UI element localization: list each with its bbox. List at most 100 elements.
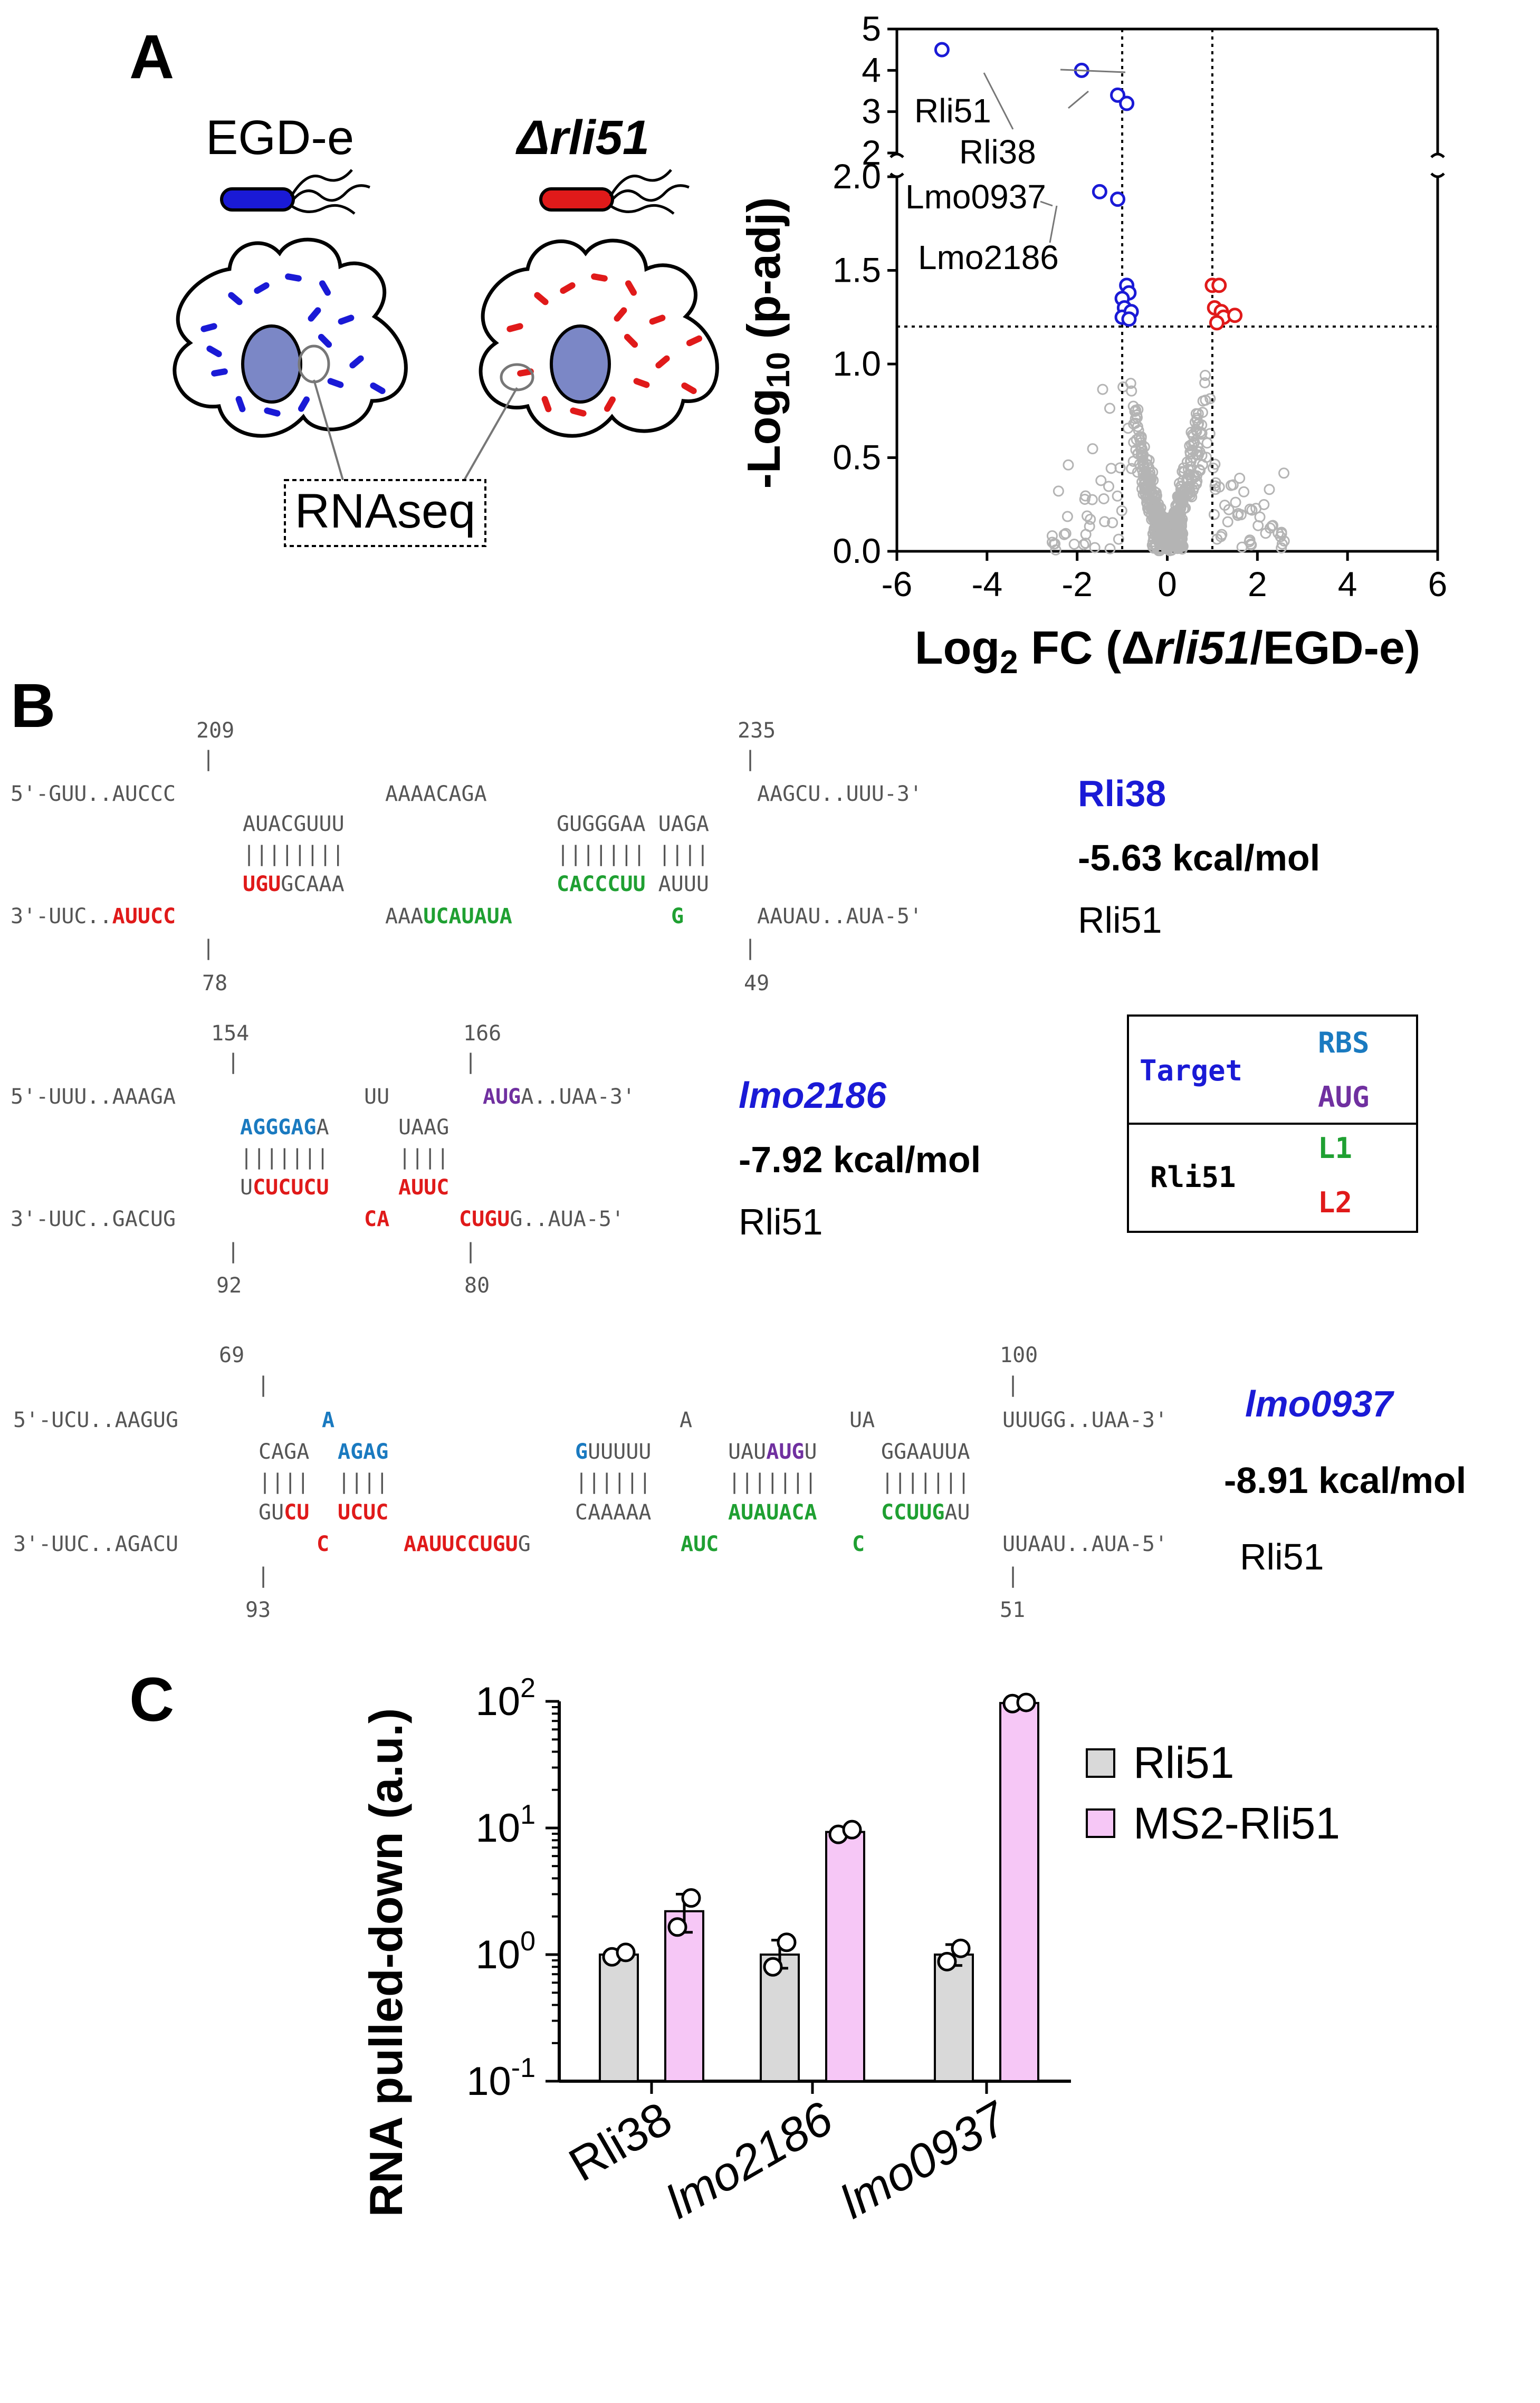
axis-break-bottom-1 [1430, 173, 1445, 178]
point-nonsig [1080, 538, 1092, 549]
d2-top-right: AUGA..UAA-3' [483, 1085, 635, 1109]
point-nonsig [1112, 490, 1123, 502]
point-nonsig [1173, 493, 1184, 504]
point-nonsig [1135, 431, 1147, 443]
bar-rli51-1 [760, 1954, 800, 2082]
d1-bot-mid: AAAUCAUAUA [385, 904, 512, 928]
point-nonsig [1095, 475, 1107, 486]
d3-mid1-rbs2: G [575, 1440, 588, 1464]
legend-aug: AUG [1318, 1080, 1370, 1114]
d1-bot-c: AAUAU..AUA-5' [757, 904, 922, 928]
legend-rbs: RBS [1318, 1026, 1370, 1059]
replicate-point [777, 1932, 797, 1952]
d3-mid1-b: UUUUU [588, 1440, 651, 1464]
bar-y-title: RNA pulled-down (a.u.) [360, 1708, 412, 2217]
panel-label-b: B [11, 671, 55, 741]
point-nonsig [1128, 436, 1140, 448]
point-nonsig [1182, 474, 1194, 485]
d2-bot-l2a: CA [364, 1207, 389, 1231]
d2-top-a: 5'-UUU..AAAGA [11, 1085, 176, 1109]
replicate-point [681, 1888, 701, 1908]
annot-rli38: Rli38 [959, 133, 1036, 171]
point-nonsig [1104, 403, 1115, 414]
d1-bot-left: 3'-UUC..AUUCC [11, 904, 176, 928]
d1-bot-b: AAA [385, 904, 423, 928]
point-nonsig [1063, 459, 1074, 471]
tick-exponent: -1 [511, 2053, 535, 2083]
volcano-x-tick-label: 4 [1338, 564, 1357, 604]
d3-mid2-right: CCUUGAU [881, 1500, 970, 1525]
d2-energy: -7.92 kcal/mol [739, 1139, 981, 1180]
point-nonsig [1151, 502, 1163, 514]
legend-label-rli51: Rli51 [1133, 1738, 1234, 1787]
d3-bars-c: |||||| [575, 1470, 652, 1494]
point-nonsig [1107, 517, 1118, 529]
legend-swatch-ms2 [1086, 1808, 1115, 1838]
d3-bot-l2a: C [317, 1532, 329, 1556]
point-nonsig [1208, 509, 1220, 520]
point-down [1092, 184, 1107, 199]
d3-tick-bl: | [257, 1564, 270, 1588]
legend-target: Target [1140, 1054, 1242, 1087]
d2-bot-c: G..AUA-5' [510, 1207, 624, 1231]
d3-mid2-left: GUCU [259, 1500, 309, 1525]
d3-top-d: UUUGG..UAA-3' [1002, 1408, 1168, 1432]
point-nonsig [1116, 505, 1127, 516]
annot-rli51: Rli51 [914, 92, 991, 130]
d3-bot-c: UUAAU..AUA-5' [1002, 1532, 1168, 1556]
d3-mid1-d: U [805, 1440, 817, 1464]
point-nonsig [1196, 449, 1208, 461]
d1-mid2-r: CACCCUU AUUU [557, 872, 709, 896]
strain-delta: Δ [515, 111, 550, 165]
point-nonsig [1127, 455, 1139, 467]
point-nonsig [1104, 543, 1116, 554]
bacterium-wt-icon [220, 169, 370, 215]
volcano-y-title-sub: 10 [760, 352, 797, 388]
d2-mid1-a: A [317, 1115, 329, 1140]
point-nonsig [1141, 453, 1153, 465]
bar-ms2-0 [664, 1910, 704, 2083]
point-nonsig [1178, 462, 1189, 474]
point-nonsig [1148, 513, 1160, 525]
legend-l1: L1 [1318, 1132, 1352, 1165]
tick-base: 10 [476, 1679, 521, 1724]
point-nonsig [1177, 528, 1189, 540]
d3-num-bot-right: 51 [1000, 1598, 1025, 1622]
d1-mid1-a: AUACGUUU [243, 812, 345, 836]
point-nonsig [1061, 511, 1073, 522]
volcano-y-title-main: -Log [738, 388, 790, 489]
point-nonsig [1149, 490, 1160, 501]
point-nonsig [1204, 393, 1216, 405]
d1-mid2-l2: UGU [243, 872, 281, 896]
volcano-y-title-tail: (p-adj) [738, 197, 790, 352]
d2-bot-a: 3'-UUC..GACUG [11, 1207, 176, 1231]
point-nonsig [1174, 540, 1185, 552]
point-nonsig [1185, 461, 1197, 473]
point-down [1121, 311, 1137, 327]
point-nonsig [1126, 385, 1137, 397]
duplex-lmo2186: 154 | 166 | 5'-UUU..AAAGA UU AUGA..UAA-3… [11, 1021, 635, 1298]
d3-mid2-l1a: AUAUACA [728, 1500, 817, 1525]
point-nonsig [1166, 541, 1178, 552]
volcano-annotations: Rli51 Rli38 Lmo0937 Lmo2186 [905, 69, 1126, 276]
d3-top-a: 5'-UCU..AAGUG [13, 1408, 178, 1432]
point-nonsig [1143, 480, 1154, 491]
tick-exponent: 2 [520, 1673, 535, 1703]
volcano-x-title-gene: rli51 [1154, 621, 1250, 674]
volcano-x-title-a: Log [915, 621, 1000, 674]
bar-y-tick-label: 10-1 [466, 2053, 535, 2104]
d3-mid1-e: GGAAUUA [881, 1440, 970, 1464]
host-cell-mut [479, 238, 719, 438]
d1-mid2-l1: CACCCUU [557, 872, 646, 896]
point-nonsig [1085, 513, 1096, 525]
point-nonsig [1105, 463, 1117, 474]
point-nonsig [1244, 503, 1256, 515]
d1-num-top-left: 209 [196, 719, 234, 743]
tick-base: 10 [476, 1806, 521, 1851]
d3-bot-a: 3'-UUC..AGACU [13, 1532, 178, 1556]
replicate-point [763, 1957, 783, 1977]
d2-mid2-l2a: CUCUCU [253, 1175, 329, 1200]
d3-mid2-l2a: CU [284, 1500, 309, 1525]
tick-exponent: 0 [520, 1926, 535, 1957]
